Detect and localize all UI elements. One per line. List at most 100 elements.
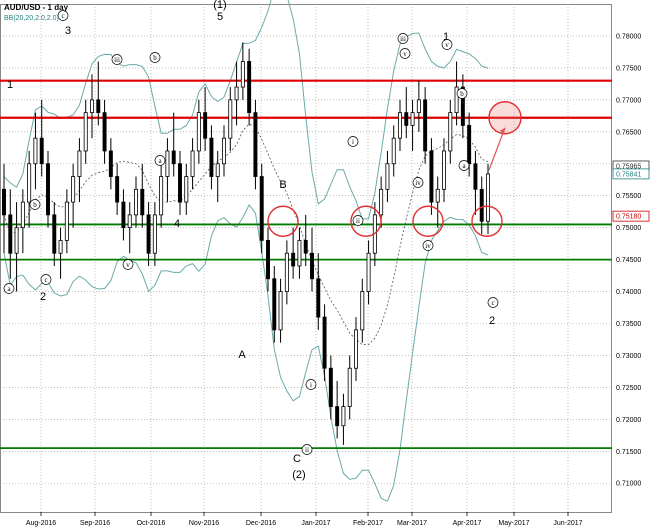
plot-frame <box>0 4 612 513</box>
candle-body <box>222 137 226 165</box>
candle-body <box>467 125 472 165</box>
candle-body <box>196 112 201 152</box>
candle-body <box>46 163 50 216</box>
x-tick-label: Mar-2017 <box>397 520 427 527</box>
candle-body <box>253 112 258 177</box>
circled-zone <box>412 205 444 237</box>
candle-body <box>266 240 270 280</box>
x-tick-label: Feb-2017 <box>353 520 383 527</box>
candle-body <box>341 406 346 427</box>
wave-label: 2 <box>489 315 495 327</box>
candle-body <box>20 201 25 229</box>
candle-body <box>284 252 289 292</box>
candle-body <box>322 316 327 369</box>
candle-body <box>184 176 189 203</box>
wave-label-circle <box>458 160 470 171</box>
circled-zone <box>488 101 522 135</box>
wave-label: iv <box>415 179 421 187</box>
wave-label-circle <box>487 297 499 308</box>
circled-zones <box>267 101 522 237</box>
wave-label-circle <box>149 52 161 63</box>
y-tick-label: 0.75500 <box>616 193 641 200</box>
wave-label: B <box>279 179 286 191</box>
candle-body <box>159 176 164 216</box>
x-tick-label: Apr-2017 <box>453 520 482 527</box>
candle-body <box>64 201 69 241</box>
candle-body <box>391 137 396 165</box>
x-tick-label: May-2017 <box>498 520 529 527</box>
candle-body <box>297 240 302 267</box>
candle-body <box>2 188 6 216</box>
y-tick-label: 0.78000 <box>616 33 641 40</box>
candle-body <box>39 137 44 165</box>
candle-body <box>152 214 157 254</box>
wave-label-circle <box>154 155 166 166</box>
candle-body <box>448 112 453 152</box>
y-tick-label: 0.71000 <box>616 481 641 488</box>
wave-label: 2 <box>40 291 46 303</box>
candle-body <box>347 367 352 407</box>
wave-label: a <box>158 157 162 165</box>
circled-zone <box>267 205 299 237</box>
candle-body <box>473 163 478 190</box>
wave-label-circle <box>456 88 468 99</box>
candle-body <box>486 173 490 222</box>
candle-body <box>416 99 421 114</box>
candle-body <box>272 278 277 331</box>
candle-body <box>33 137 38 165</box>
y-tick-label: 0.76500 <box>616 129 641 136</box>
bb-lower-band <box>3 204 489 502</box>
y-tick-label: 0.77000 <box>616 97 641 104</box>
wave-label: a <box>7 285 11 293</box>
x-tick-label: Sep-2016 <box>80 520 110 527</box>
candle-body <box>228 99 233 139</box>
wave-label-circle <box>397 33 409 44</box>
projection-arrow <box>488 127 506 171</box>
candle-body <box>328 367 333 407</box>
wave-label: c <box>44 276 47 284</box>
wave-label: b <box>460 90 464 98</box>
candle-body <box>278 291 283 331</box>
wave-label-circle <box>3 283 15 294</box>
wave-label-circle <box>441 39 453 50</box>
wave-label: c <box>491 299 494 307</box>
wave-label: iii <box>400 35 406 43</box>
candle-body <box>360 291 365 331</box>
candle-body <box>234 86 239 101</box>
wave-label: c <box>61 12 64 20</box>
wave-label-circle <box>29 199 41 210</box>
candle-body <box>379 188 384 216</box>
y-tick-label: 0.75000 <box>616 225 641 232</box>
wave-label: v <box>403 50 407 58</box>
time-axis: Aug-2016 Sep-2016 Oct-2016 Nov-2016 Dec-2016… <box>26 512 583 527</box>
candle-body <box>291 252 296 267</box>
circled-zone <box>471 205 503 237</box>
candle-body <box>171 150 176 165</box>
wave-label-circle <box>305 379 317 390</box>
candle-body <box>215 163 220 177</box>
candle-body <box>71 176 76 203</box>
wave-label: i <box>310 381 312 389</box>
wave-label-circle <box>412 177 424 188</box>
candle-body <box>178 163 182 203</box>
candle-body <box>423 99 428 152</box>
y-tick-label: 0.72500 <box>616 385 641 392</box>
candle-body <box>96 99 101 114</box>
x-tick-label: Aug-2016 <box>26 520 56 527</box>
wave-label: 1 <box>443 31 449 43</box>
candle-body <box>209 137 214 177</box>
grid <box>0 4 612 513</box>
y-tick-label: 0.71500 <box>616 449 641 456</box>
wave-label: (1) <box>213 0 226 11</box>
candle-body <box>165 150 170 177</box>
candle-body <box>90 99 94 114</box>
x-tick-label: Dec-2016 <box>246 520 276 527</box>
wave-label: v <box>445 41 449 49</box>
candle-body <box>316 278 321 318</box>
candle-body <box>115 176 120 203</box>
candle-body <box>429 150 434 203</box>
wave-label: 4 <box>174 218 180 230</box>
candle-body <box>454 86 459 114</box>
wave-label-circle <box>122 259 134 270</box>
